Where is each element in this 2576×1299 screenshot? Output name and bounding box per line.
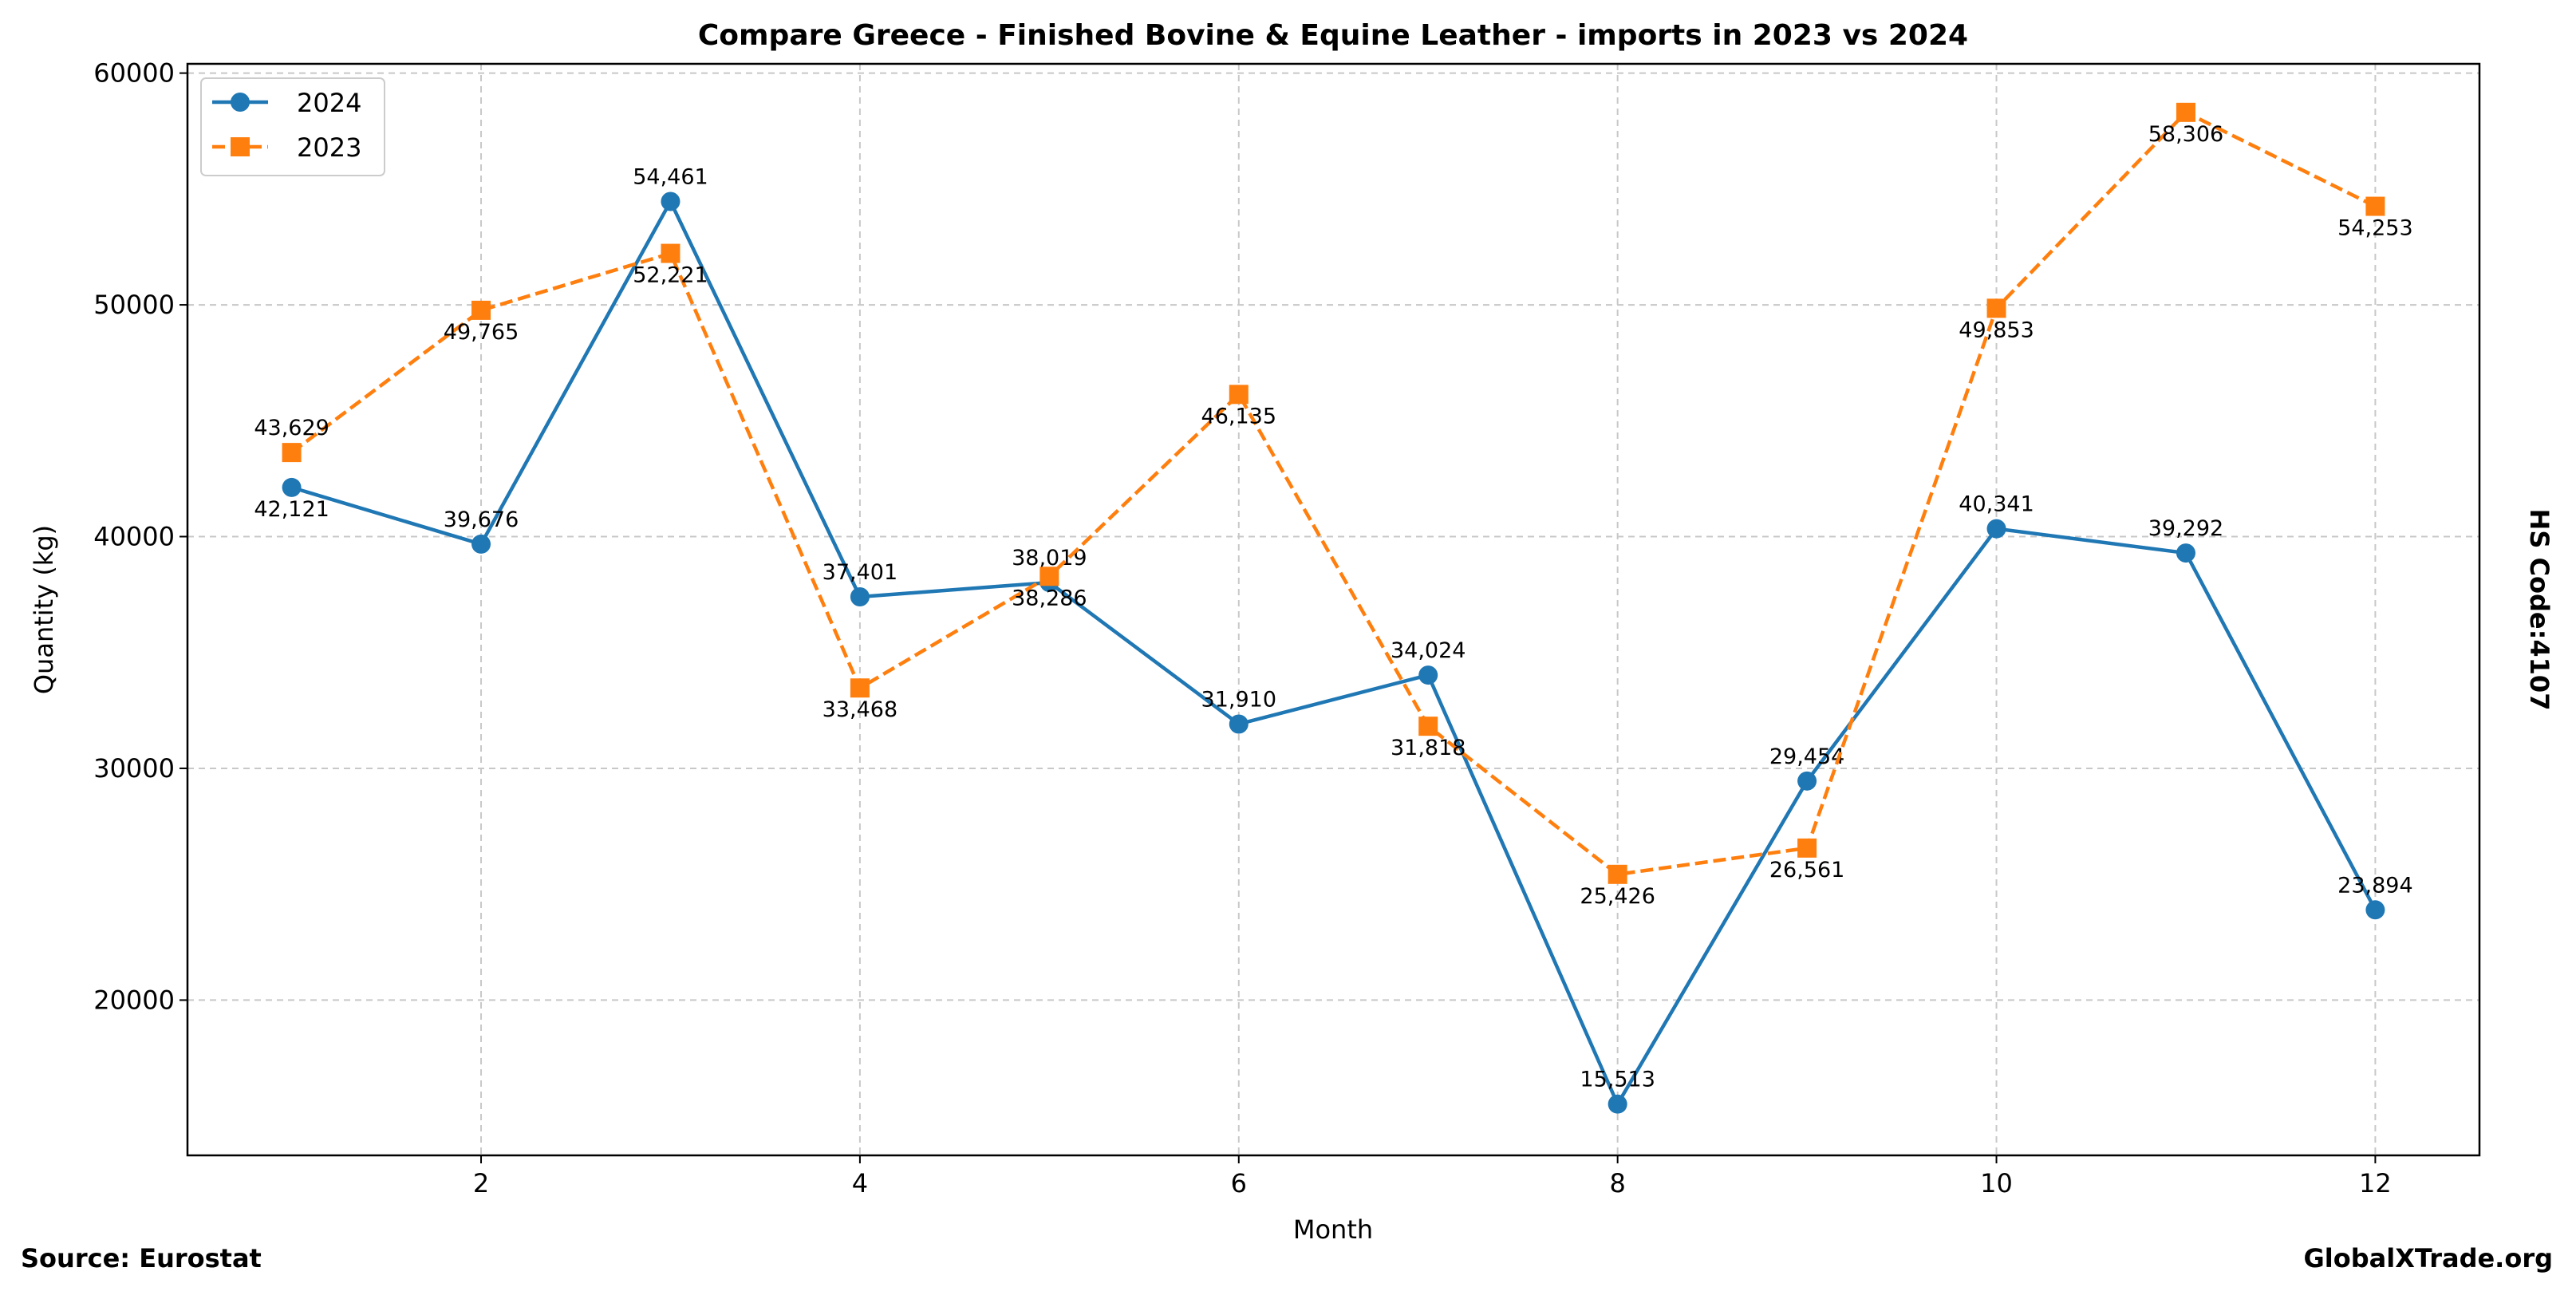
series-2024: 42,121 39,67654,46137,40138,01931,91034,0… bbox=[254, 164, 2413, 1114]
data-point bbox=[1229, 714, 1249, 734]
legend-marker bbox=[231, 137, 250, 156]
data-point bbox=[850, 586, 870, 606]
data-point bbox=[2176, 543, 2195, 563]
series-2023: 43,629 49,765 52,221 33,468 38,286 46,135 31,8… bbox=[254, 102, 2413, 909]
data-point bbox=[1039, 567, 1059, 586]
data-label: 15,513 bbox=[1580, 1068, 1655, 1092]
x-tick-label: 12 bbox=[2359, 1168, 2392, 1198]
data-point bbox=[1418, 665, 1438, 685]
data-point bbox=[1797, 838, 1817, 858]
data-point bbox=[1608, 864, 1627, 884]
y-tick-label: 20000 bbox=[93, 985, 175, 1015]
chart-title: Compare Greece - Finished Bovine & Equin… bbox=[698, 19, 1968, 52]
data-point bbox=[2176, 102, 2195, 122]
data-label: 52,221 bbox=[633, 263, 708, 288]
data-label: 26,561 bbox=[1769, 858, 1844, 882]
data-point bbox=[471, 300, 491, 320]
plot-frame bbox=[186, 62, 2481, 1157]
data-label: 39,292 bbox=[2148, 516, 2223, 541]
source-label: Source: Eurostat bbox=[21, 1243, 262, 1273]
series-line bbox=[290, 197, 2377, 1108]
legend: 2024 2023 bbox=[200, 77, 385, 176]
legend-marker bbox=[231, 93, 250, 112]
data-point bbox=[850, 678, 870, 698]
brand-label: GlobalXTrade.org bbox=[2304, 1243, 2553, 1273]
series-line bbox=[290, 110, 2377, 877]
x-tick-label: 4 bbox=[852, 1168, 868, 1198]
data-label: 34,024 bbox=[1391, 638, 1466, 663]
data-label: 42,121 bbox=[254, 497, 329, 522]
data-label: 40,341 bbox=[1959, 492, 2034, 517]
data-label: 39,676 bbox=[444, 507, 519, 532]
data-point bbox=[661, 191, 680, 211]
x-tick-label: 8 bbox=[1609, 1168, 1625, 1198]
hs-code-label: HS Code:4107 bbox=[2524, 509, 2554, 711]
data-point bbox=[282, 443, 302, 463]
data-point bbox=[1986, 298, 2006, 318]
y-tick-label: 40000 bbox=[93, 522, 175, 552]
x-tick-label: 2 bbox=[473, 1168, 489, 1198]
y-tick-label: 30000 bbox=[93, 753, 175, 784]
data-label: 38,286 bbox=[1012, 586, 1087, 610]
x-axis-label: Month bbox=[1293, 1214, 1373, 1245]
y-tick-label: 60000 bbox=[93, 58, 175, 89]
legend-label: 2024 bbox=[297, 88, 361, 118]
data-point bbox=[2365, 196, 2385, 216]
data-label: 25,426 bbox=[1580, 884, 1655, 909]
data-point bbox=[661, 243, 680, 263]
data-label: 37,401 bbox=[823, 560, 897, 585]
y-tick-label: 50000 bbox=[93, 290, 175, 320]
data-label: 54,461 bbox=[633, 164, 708, 189]
data-label: 23,894 bbox=[2337, 873, 2412, 898]
data-label: 46,135 bbox=[1201, 404, 1276, 428]
data-label: 43,629 bbox=[254, 416, 329, 440]
data-point bbox=[2365, 900, 2385, 920]
data-point bbox=[282, 477, 302, 497]
data-label: 33,468 bbox=[823, 697, 897, 722]
x-tick-label: 10 bbox=[1980, 1168, 2013, 1198]
data-point bbox=[1608, 1094, 1627, 1114]
data-point bbox=[1418, 717, 1438, 736]
data-label: 31,818 bbox=[1391, 736, 1466, 760]
data-label: 58,306 bbox=[2148, 122, 2223, 147]
data-point bbox=[1797, 771, 1817, 791]
data-label: 29,454 bbox=[1769, 744, 1844, 769]
data-point bbox=[1986, 519, 2006, 539]
legend-label: 2023 bbox=[297, 132, 361, 163]
data-point bbox=[471, 534, 491, 554]
data-label: 54,253 bbox=[2337, 216, 2412, 241]
x-tick-label: 6 bbox=[1231, 1168, 1247, 1198]
data-label: 49,765 bbox=[444, 320, 519, 345]
y-axis-label: Quantity (kg) bbox=[29, 525, 59, 694]
data-point bbox=[1229, 385, 1249, 405]
data-label: 49,853 bbox=[1959, 318, 2034, 342]
data-label: 31,910 bbox=[1201, 687, 1276, 712]
